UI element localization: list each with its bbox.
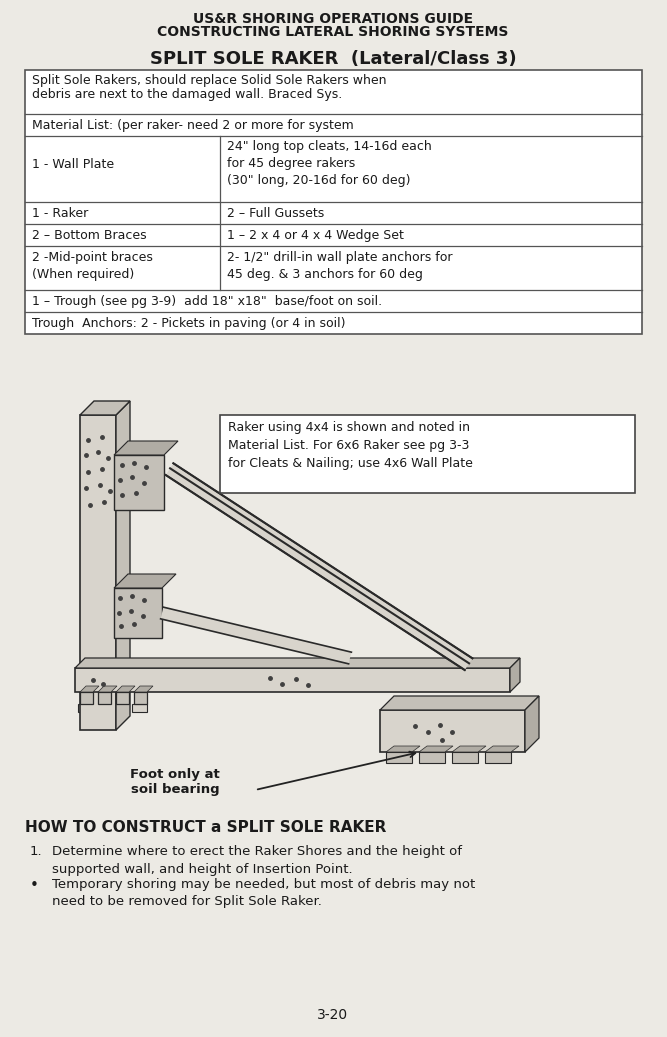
Bar [98, 692, 111, 704]
Text: 2 – Bottom Braces: 2 – Bottom Braces [32, 229, 147, 242]
Text: 2- 1/2" drill-in wall plate anchors for
45 deg. & 3 anchors for 60 deg: 2- 1/2" drill-in wall plate anchors for … [227, 251, 452, 281]
Text: 24" long top cleats, 14-16d each
for 45 degree rakers
(30" long, 20-16d for 60 d: 24" long top cleats, 14-16d each for 45 … [227, 140, 432, 187]
Bar [114, 588, 162, 638]
Polygon shape [510, 658, 520, 692]
Text: 3-20: 3-20 [317, 1008, 349, 1022]
Polygon shape [75, 658, 520, 668]
Text: 1 – 2 x 4 or 4 x 4 Wedge Set: 1 – 2 x 4 or 4 x 4 Wedge Set [227, 229, 404, 242]
Text: CONSTRUCTING LATERAL SHORING SYSTEMS: CONSTRUCTING LATERAL SHORING SYSTEMS [157, 25, 509, 39]
Polygon shape [525, 696, 539, 752]
Polygon shape [452, 746, 486, 752]
Text: Split Sole Rakers, should replace Solid Sole Rakers when: Split Sole Rakers, should replace Solid … [32, 74, 386, 87]
Bar [116, 692, 129, 704]
Polygon shape [161, 608, 352, 664]
Bar [220, 415, 635, 493]
Text: Material List: (per raker- need 2 or more for system: Material List: (per raker- need 2 or mor… [32, 119, 354, 132]
Bar [96, 704, 111, 712]
Polygon shape [419, 746, 453, 752]
Polygon shape [98, 686, 117, 692]
Polygon shape [80, 401, 130, 415]
Bar [25, 71, 642, 334]
Text: 2 -Mid-point braces
(When required): 2 -Mid-point braces (When required) [32, 251, 153, 281]
Bar [134, 692, 147, 704]
Text: 1 – Trough (see pg 3-9)  add 18" x18"  base/foot on soil.: 1 – Trough (see pg 3-9) add 18" x18" bas… [32, 295, 382, 308]
Bar [132, 704, 147, 712]
Bar [114, 455, 164, 510]
Bar [419, 752, 445, 763]
Polygon shape [134, 686, 153, 692]
Polygon shape [380, 696, 539, 710]
Bar [452, 752, 478, 763]
Bar [380, 710, 525, 752]
Text: 1.: 1. [30, 845, 43, 858]
Bar [80, 415, 116, 730]
Bar [386, 752, 412, 763]
Bar [78, 704, 93, 712]
Bar [114, 704, 129, 712]
Polygon shape [165, 464, 472, 670]
Text: Raker using 4x4 is shown and noted in
Material List. For 6x6 Raker see pg 3-3
fo: Raker using 4x4 is shown and noted in Ma… [228, 421, 473, 470]
Text: SPLIT SOLE RAKER  (Lateral/Class 3): SPLIT SOLE RAKER (Lateral/Class 3) [149, 50, 516, 68]
Polygon shape [114, 441, 178, 455]
Text: debris are next to the damaged wall. Braced Sys.: debris are next to the damaged wall. Bra… [32, 88, 342, 101]
Text: Temporary shoring may be needed, but most of debris may not
need to be removed f: Temporary shoring may be needed, but mos… [52, 878, 476, 908]
Text: Determine where to erect the Raker Shores and the height of
supported wall, and : Determine where to erect the Raker Shore… [52, 845, 462, 875]
Text: HOW TO CONSTRUCT a SPLIT SOLE RAKER: HOW TO CONSTRUCT a SPLIT SOLE RAKER [25, 820, 386, 835]
Text: Foot only at
soil bearing: Foot only at soil bearing [130, 768, 220, 796]
Bar [485, 752, 511, 763]
Polygon shape [114, 574, 176, 588]
Polygon shape [80, 686, 99, 692]
Text: 1 - Raker: 1 - Raker [32, 207, 88, 220]
Text: •: • [30, 878, 39, 893]
Text: 2 – Full Gussets: 2 – Full Gussets [227, 207, 324, 220]
Text: US&R SHORING OPERATIONS GUIDE: US&R SHORING OPERATIONS GUIDE [193, 12, 473, 26]
Bar [80, 692, 93, 704]
Polygon shape [485, 746, 519, 752]
Polygon shape [386, 746, 420, 752]
Polygon shape [116, 401, 130, 730]
Polygon shape [116, 686, 135, 692]
Text: Trough  Anchors: 2 - Pickets in paving (or 4 in soil): Trough Anchors: 2 - Pickets in paving (o… [32, 317, 346, 330]
Bar [75, 668, 510, 692]
Text: 1 - Wall Plate: 1 - Wall Plate [32, 158, 114, 171]
